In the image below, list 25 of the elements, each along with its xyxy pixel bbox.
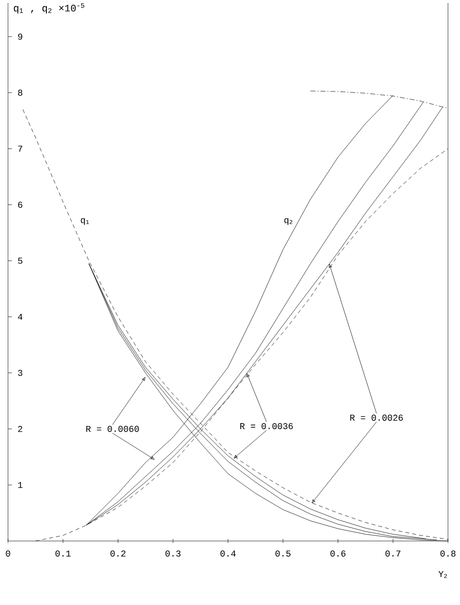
annotation: R = 0.0026: [350, 414, 403, 421]
x-tick-label: 0.1: [55, 550, 71, 557]
annotation: R = 0.0060: [86, 426, 139, 432]
x-tick-label: 0.6: [330, 550, 346, 557]
y-tick-label: 1: [18, 482, 22, 488]
y-tick-label: 2: [18, 426, 22, 432]
x-tick-label: 0: [6, 550, 10, 557]
x-tick-label: 0.4: [220, 550, 236, 557]
x-tick-label: 0.5: [275, 550, 290, 557]
y-tick-label: 4: [18, 314, 22, 320]
annotation: R = 0.0036: [240, 423, 293, 430]
y-tick-label: 7: [18, 146, 22, 152]
x-axis-title: Y$_{2}$: [438, 571, 447, 578]
y-tick-label: 9: [18, 34, 22, 40]
annotation: q$_{1}$: [80, 218, 89, 225]
y-tick-label: 8: [18, 90, 22, 96]
annotation: q$_{2}$: [284, 218, 292, 225]
x-tick-label: 0.3: [165, 550, 180, 557]
y-tick-label: 5: [18, 258, 22, 264]
x-tick-label: 0.7: [385, 550, 400, 557]
y-tick-label: 6: [18, 202, 22, 208]
x-tick-label: 0.2: [110, 550, 126, 557]
x-tick-label: 0.8: [440, 550, 456, 557]
y-axis-title: q$_{1}$ , q$_{2}$ ×10$^{-5}$: [14, 3, 84, 14]
y-tick-label: 3: [18, 370, 22, 376]
